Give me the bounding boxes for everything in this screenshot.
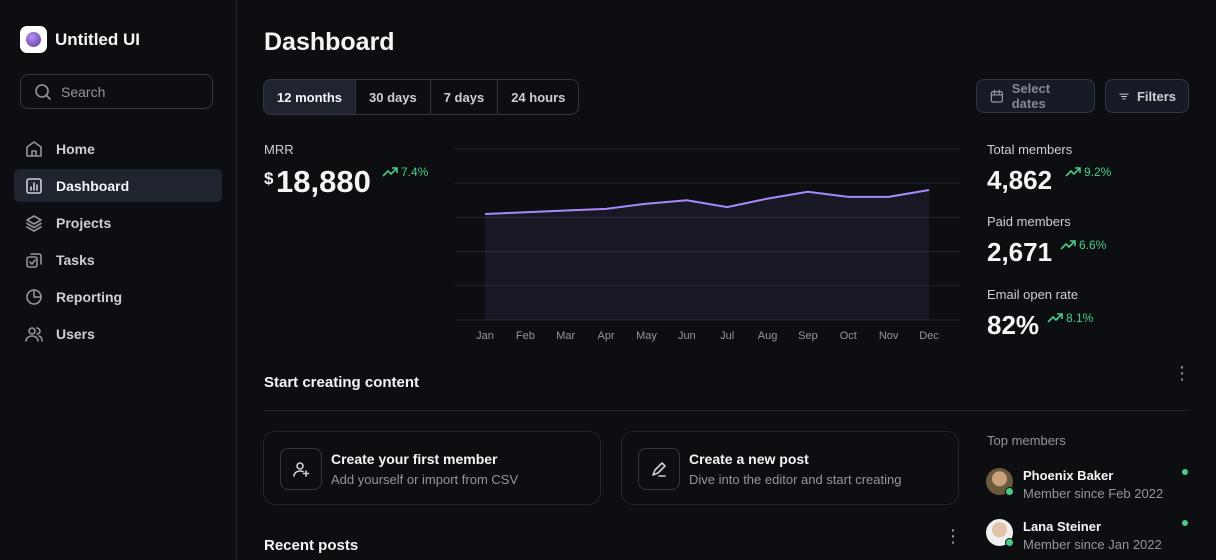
content-card[interactable]: Create a new post Dive into the editor a… xyxy=(621,431,959,505)
x-tick-label: Mar xyxy=(556,330,575,342)
stat-label: Total members xyxy=(987,142,1073,157)
top-members-title: Top members xyxy=(987,433,1066,448)
x-tick-label: Dec xyxy=(919,330,939,342)
nav-item[interactable]: Reporting xyxy=(14,280,222,313)
stat-label: Paid members xyxy=(987,214,1071,229)
stat-change: 9.2% xyxy=(1065,165,1111,179)
area-fill xyxy=(485,190,929,320)
mrr-chart: Jan Feb Mar Apr May Jun Jul Aug Sep Oct Nov Dec xyxy=(455,148,960,342)
section-title: Recent posts xyxy=(264,537,359,554)
nav-label: Home xyxy=(56,140,95,157)
brand: Untitled UI xyxy=(20,26,140,53)
stat-change: 6.6% xyxy=(1060,238,1106,252)
content-card[interactable]: Create your first member Add yourself or… xyxy=(263,431,601,505)
status-dot xyxy=(1182,520,1188,526)
card-subtitle: Dive into the editor and start creating xyxy=(689,472,902,487)
nav-label: Dashboard xyxy=(56,177,130,194)
x-tick-label: Oct xyxy=(840,330,857,342)
nav-item[interactable]: Users xyxy=(14,317,222,350)
x-tick-label: Apr xyxy=(598,330,615,342)
member-row[interactable]: Phoenix Baker Member since Feb 2022 xyxy=(986,468,1163,501)
stat-label: Email open rate xyxy=(987,287,1079,302)
change-text: 8.1% xyxy=(1066,311,1094,325)
x-tick-label: Jan xyxy=(476,330,494,342)
divider xyxy=(264,410,1189,411)
range-tab[interactable]: 30 days xyxy=(356,80,431,114)
select-dates-button[interactable]: Select dates xyxy=(976,79,1095,113)
button-label: Select dates xyxy=(1011,81,1051,111)
mrr-value: 18,880 xyxy=(276,164,371,199)
x-tick-label: May xyxy=(636,330,657,342)
status-dot xyxy=(1182,469,1188,475)
x-tick-label: Sep xyxy=(798,330,818,342)
stat-value: 82% xyxy=(987,310,1040,340)
stat-value: 2,671 xyxy=(987,237,1053,267)
more-menu[interactable]: ⋮ xyxy=(1173,363,1191,383)
search-placeholder: Search xyxy=(61,83,106,100)
currency: $ xyxy=(264,169,274,188)
nav-item[interactable]: Dashboard xyxy=(14,169,222,202)
x-tick-label: Nov xyxy=(879,330,899,342)
x-tick-label: Aug xyxy=(758,330,778,342)
x-tick-label: Jul xyxy=(720,330,734,342)
more-menu[interactable]: ⋮ xyxy=(944,526,962,546)
mrr-label: MRR xyxy=(264,142,294,157)
range-tabs: 12 months 30 days 7 days 24 hours xyxy=(263,79,580,115)
member-row[interactable]: Lana Steiner Member since Jan 2022 xyxy=(986,519,1162,552)
card-title: Create your first member xyxy=(331,451,498,467)
line xyxy=(484,189,930,215)
nav-label: Reporting xyxy=(56,288,123,305)
x-tick-label: Feb xyxy=(516,330,535,342)
button-label: Filters xyxy=(1136,88,1176,104)
nav-label: Tasks xyxy=(56,251,95,268)
range-tab[interactable]: 12 months xyxy=(264,80,357,114)
card-subtitle: Add yourself or import from CSV xyxy=(331,472,519,487)
nav-item[interactable]: Projects xyxy=(14,206,222,239)
member-since: Member since Jan 2022 xyxy=(1023,537,1162,552)
stat-change: 8.1% xyxy=(1047,311,1093,325)
filters-button[interactable]: Filters xyxy=(1105,79,1189,113)
change-text: 7.4% xyxy=(401,165,429,179)
change-text: 6.6% xyxy=(1079,238,1107,252)
section-title: Start creating content xyxy=(264,374,420,391)
card-title: Create a new post xyxy=(689,451,809,467)
stat-value: 4,862 xyxy=(987,165,1053,195)
nav-label: Projects xyxy=(56,214,112,231)
nav-label: Users xyxy=(56,325,95,342)
x-tick-label: Jun xyxy=(678,330,696,342)
member-since: Member since Feb 2022 xyxy=(1023,486,1164,501)
range-tab[interactable]: 7 days xyxy=(431,80,499,114)
nav-item[interactable]: Home xyxy=(14,132,222,165)
nav-item[interactable]: Tasks xyxy=(14,243,222,276)
sidebar: Untitled UI Search Home Dashboard Projec… xyxy=(0,0,237,560)
page-title: Dashboard xyxy=(264,28,395,56)
member-name: Lana Steiner xyxy=(1023,519,1102,534)
search-box[interactable]: Search xyxy=(20,74,213,109)
member-name: Phoenix Baker xyxy=(1023,468,1114,483)
mrr-change: 7.4% xyxy=(382,165,428,179)
change-text: 9.2% xyxy=(1084,165,1112,179)
range-tab[interactable]: 24 hours xyxy=(511,89,566,105)
brand-name: Untitled UI xyxy=(55,29,140,49)
